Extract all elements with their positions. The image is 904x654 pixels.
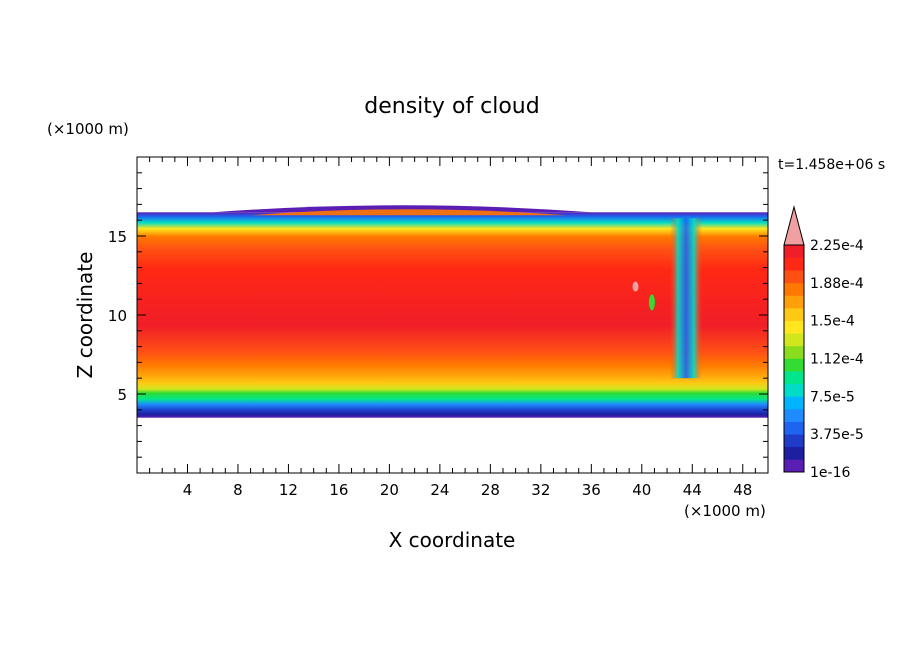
updraft-eddy [648, 294, 655, 311]
y-tick-label: 10 [108, 307, 127, 325]
colorbar-band [784, 333, 804, 347]
y-tick-label: 15 [108, 228, 127, 246]
colorbar-extend-triangle [783, 205, 805, 246]
x-tick-label: 44 [683, 481, 702, 499]
colorbar-label: 2.25e-4 [810, 238, 864, 254]
x-tick-label: 48 [733, 481, 752, 499]
colorbar-label: 3.75e-5 [810, 427, 864, 443]
colorbar-band [784, 396, 804, 410]
colorbar-band [784, 408, 804, 422]
plot-area [137, 205, 768, 418]
colorbar-band [784, 308, 804, 321]
colorbar-label: 1.5e-4 [810, 314, 855, 330]
colorbar-band [784, 320, 804, 334]
colorbar-label: 1.12e-4 [810, 352, 864, 368]
colorbar-band [784, 345, 804, 359]
x-tick-label: 4 [183, 481, 193, 499]
x-axis-label: X coordinate [389, 528, 516, 552]
x-tick-label: 36 [582, 481, 601, 499]
y-unit-label: (×1000 m) [47, 120, 129, 138]
x-tick-label: 28 [481, 481, 500, 499]
y-axis-label: Z coordinate [73, 252, 97, 379]
colorbar-label: 1.88e-4 [810, 276, 864, 292]
x-tick-label: 20 [380, 481, 399, 499]
x-tick-label: 32 [531, 481, 550, 499]
colorbar-band [784, 434, 804, 448]
colorbar-band [784, 295, 804, 309]
cloud-field [137, 212, 768, 418]
colorbar-band [784, 282, 804, 296]
colorbar-band [784, 459, 804, 473]
colorbar-band [784, 371, 804, 385]
x-tick-label: 24 [430, 481, 449, 499]
cloud-dome [212, 205, 592, 213]
x-tick-label: 12 [279, 481, 298, 499]
y-tick-label: 5 [117, 386, 127, 404]
colorbar-band [784, 245, 804, 258]
colorbar-band [784, 358, 804, 372]
x-unit-label: (×1000 m) [684, 502, 766, 520]
x-tick-label: 40 [632, 481, 651, 499]
x-tick-label: 16 [329, 481, 348, 499]
colorbar: 1e-16 3.75e-5 7.5e-5 1.12e-4 1.5e-4 1.88e-4 2.… [783, 205, 864, 481]
colorbar-band [784, 257, 804, 271]
colorbar-frame [783, 244, 805, 473]
pink-patch [632, 281, 639, 292]
colorbar-band [784, 421, 804, 435]
colorbar-band [784, 383, 804, 397]
colorbar-band [784, 446, 804, 460]
colorbar-label: 1e-16 [810, 465, 850, 481]
colorbar-label: 7.5e-5 [810, 389, 855, 405]
cloud-dome-core [250, 209, 567, 216]
colorbar-band [784, 270, 804, 284]
updraft-column [669, 218, 702, 379]
x-tick-label: 8 [233, 481, 243, 499]
time-label: t=1.458e+06 s [778, 157, 885, 173]
chart-title: density of cloud [364, 94, 539, 119]
